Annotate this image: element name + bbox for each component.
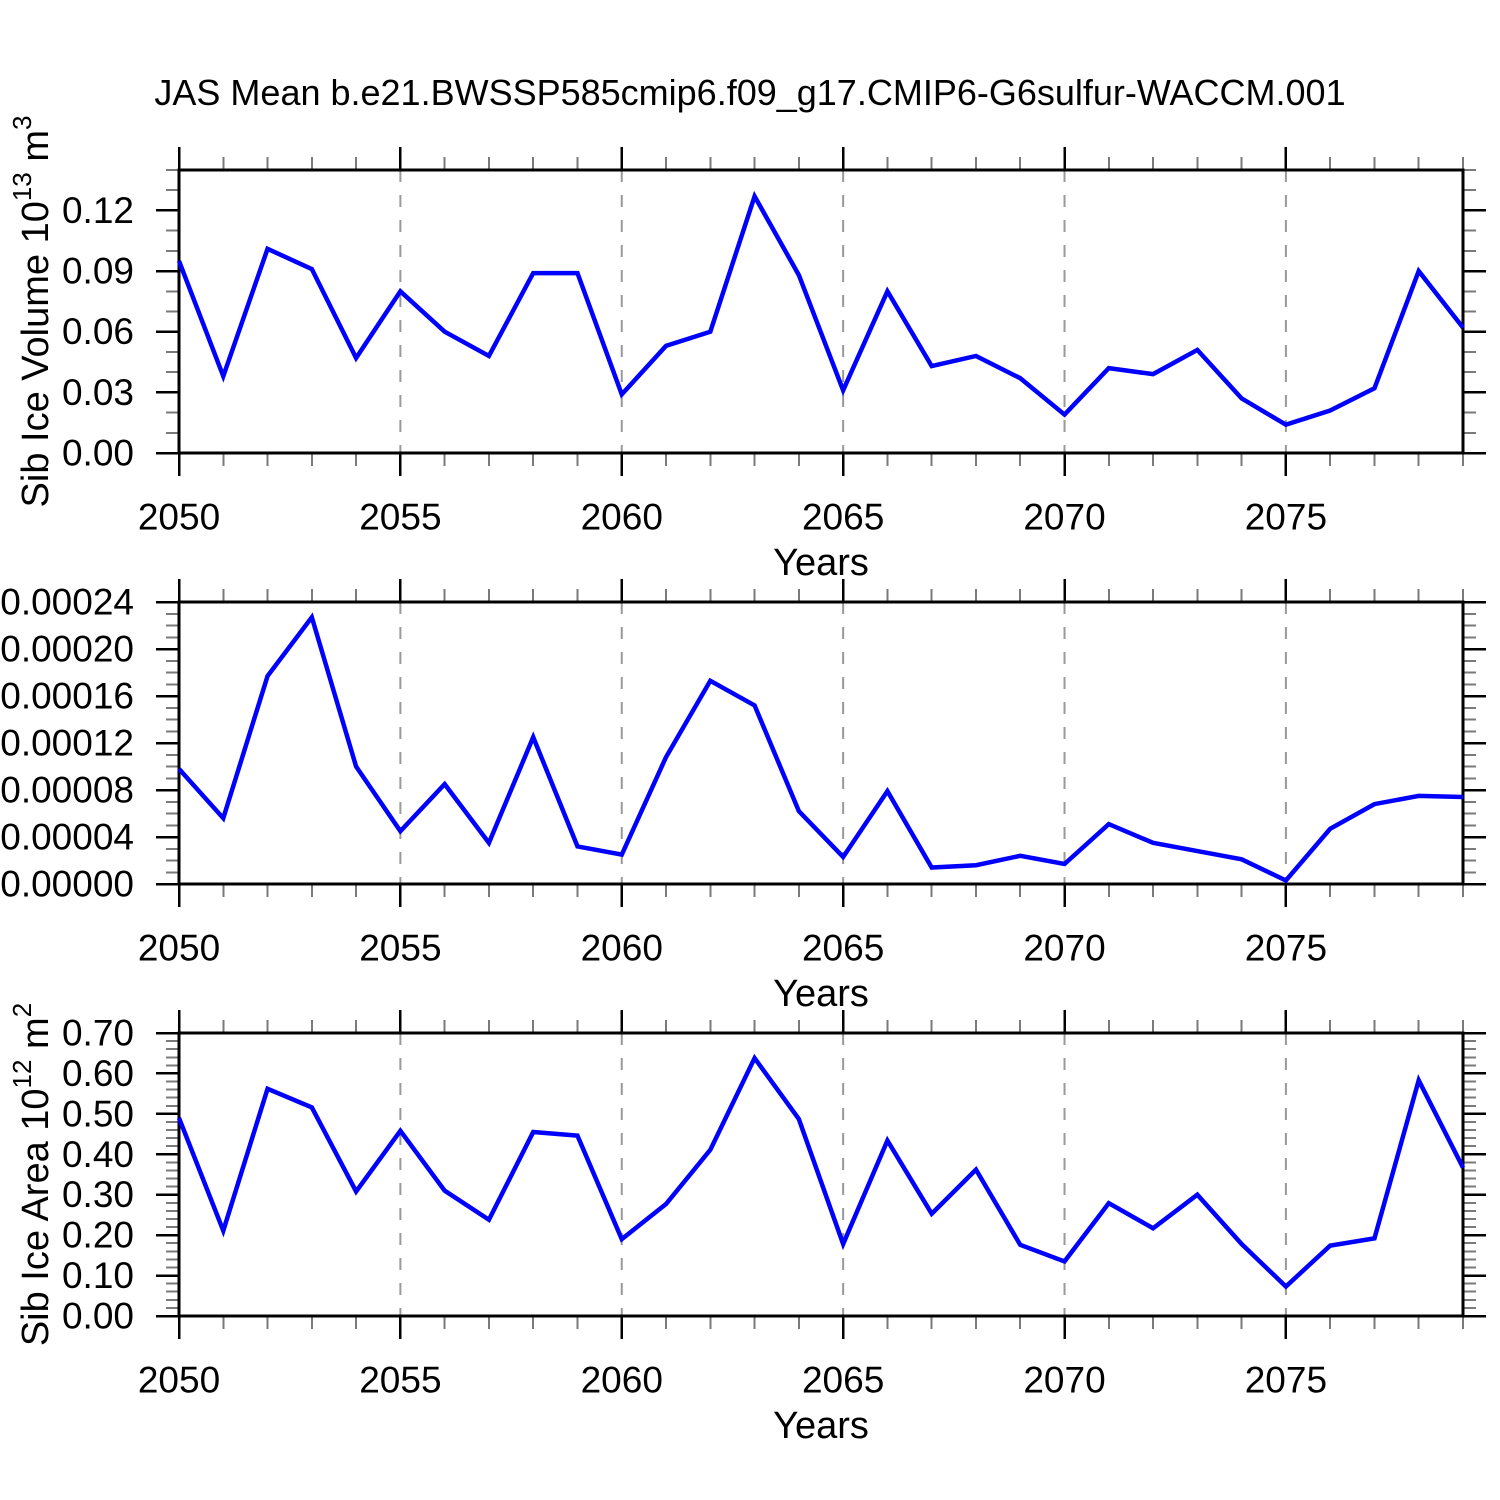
y-tick-label: 0.00020 xyxy=(0,629,134,670)
x-tick-label: 2050 xyxy=(138,1360,220,1401)
y-tick-label: 0.20 xyxy=(62,1215,134,1256)
y-tick-label: 0.10 xyxy=(62,1255,134,1296)
panel-sib-ice-middle-series: 0.00000 0.00004 0.00008 0.00012 0.00016 0.000… xyxy=(0,579,1486,1015)
axis-ticks xyxy=(156,147,1486,476)
y-tick-label: 0.00004 xyxy=(0,817,134,858)
y-axis-title: Sib Ice Volume 1013 m3 xyxy=(7,116,57,508)
x-tick-label: 2070 xyxy=(1023,928,1105,969)
y-tick-label: 0.50 xyxy=(62,1093,134,1134)
x-tick-label: 2065 xyxy=(802,928,884,969)
series-line-sib-ice-area xyxy=(176,1053,1466,1290)
y-tick-label: 0.00000 xyxy=(0,864,134,905)
x-tick-label: 2060 xyxy=(581,928,663,969)
x-tick-label: 2065 xyxy=(802,497,884,538)
x-tick-label: 2050 xyxy=(138,497,220,538)
x-tick-label: 2055 xyxy=(359,1360,441,1401)
x-tick-label: 2075 xyxy=(1245,497,1327,538)
x-axis-title: Years xyxy=(773,1405,869,1447)
y-tick-label: 0.03 xyxy=(62,372,134,413)
series-line-sib-ice-middle-series xyxy=(177,612,1464,884)
y-tick-label: 0.30 xyxy=(62,1174,134,1215)
y-tick-label: 0.00024 xyxy=(0,582,134,623)
y-tick-label: 0.60 xyxy=(62,1053,134,1094)
y-tick-label: 0.00 xyxy=(62,1296,134,1337)
x-axis-title: Years xyxy=(773,973,869,1015)
x-tick-label: 2065 xyxy=(802,1360,884,1401)
y-tick-label: 0.12 xyxy=(62,190,134,231)
panel-sib-ice-volume: 0.00 0.03 0.06 0.09 0.12 2050 2055 2060 2065 2070… xyxy=(7,116,1486,584)
x-tick-label: 2055 xyxy=(359,928,441,969)
axis-ticks xyxy=(156,579,1486,907)
plot-frame xyxy=(177,600,1465,886)
y-tick-label: 0.00016 xyxy=(0,676,134,717)
x-tick-label: 2060 xyxy=(581,1360,663,1401)
y-tick-label: 0.00012 xyxy=(0,723,134,764)
x-tick-label: 2070 xyxy=(1023,1360,1105,1401)
x-tick-label: 2075 xyxy=(1245,1360,1327,1401)
x-tick-label: 2075 xyxy=(1245,928,1327,969)
x-axis-title: Years xyxy=(773,542,869,584)
y-tick-label: 0.06 xyxy=(62,311,134,352)
x-tick-label: 2050 xyxy=(138,928,220,969)
series-line-sib-ice-volume xyxy=(176,190,1465,428)
figure-title: JAS Mean b.e21.BWSSP585cmip6.f09_g17.CMI… xyxy=(154,72,1346,113)
plot-frame xyxy=(177,1031,1465,1318)
panel-sib-ice-area: 0.000.100.200.300.400.500.600.70 2050 2055… xyxy=(7,1003,1486,1447)
y-tick-label: 0.40 xyxy=(62,1134,134,1175)
x-tick-label: 2055 xyxy=(359,497,441,538)
x-tick-label: 2060 xyxy=(581,497,663,538)
y-tick-label: 0.00 xyxy=(62,433,134,474)
y-tick-label: 0.70 xyxy=(62,1013,134,1054)
axis-ticks xyxy=(156,1010,1486,1339)
x-tick-label: 2070 xyxy=(1023,497,1105,538)
y-axis-title: Sib Ice Area 1012 m2 xyxy=(7,1003,57,1346)
plot-frame xyxy=(177,168,1465,455)
y-tick-label: 0.00008 xyxy=(0,770,134,811)
y-tick-label: 0.09 xyxy=(62,251,134,292)
